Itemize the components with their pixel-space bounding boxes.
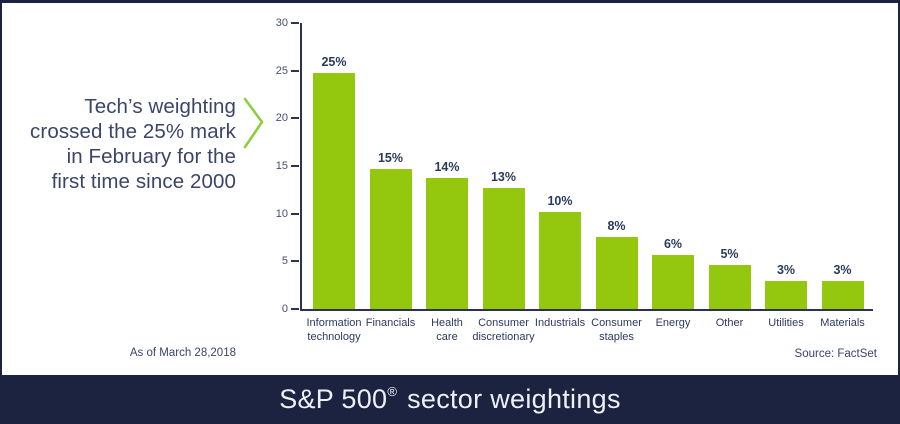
bar-value-label: 15%: [377, 151, 404, 165]
bar: [313, 73, 355, 309]
source-note: Source: FactSet: [794, 348, 877, 360]
bars-group: 25% Information technology 15% Financials 14%…: [306, 55, 865, 343]
chart-title-pre: S&P 500: [279, 384, 388, 414]
annotation-callout: Tech’s weighting crossed the 25% mark in F…: [24, 94, 236, 194]
bar-value-label: 3%: [776, 263, 796, 277]
annotation-line: in February for the: [66, 145, 236, 168]
bar-category-label: Other: [715, 317, 744, 329]
bar: [482, 188, 525, 309]
bar-chart: 25% Information technology 15% Financials 14%…: [300, 23, 873, 343]
y-axis-tick-label: 20: [275, 112, 288, 125]
y-axis-tick-mark: [291, 69, 299, 72]
bar: [765, 281, 807, 309]
bar-category-label: Industrials: [534, 317, 586, 329]
bar-column: 8% Consumer staples: [591, 219, 642, 343]
bar-column: 10% Industrials: [535, 194, 585, 329]
bar: [595, 237, 638, 309]
bar-column: 5% Other: [708, 247, 751, 329]
bar-category-label: Materials: [820, 317, 865, 329]
bar-value-label: 8%: [607, 219, 626, 233]
bar-value-label: 3%: [833, 263, 852, 277]
bar-column: 13% Consumer discretionary: [472, 170, 534, 343]
y-axis-tick-mark: [291, 22, 299, 24]
bar-value-label: 14%: [434, 160, 460, 174]
y-axis-tick-label: 25: [275, 64, 288, 77]
y-axis-tick-label: 15: [275, 160, 288, 172]
annotation-line: Tech’s weighting: [84, 95, 236, 118]
bar-value-label: 5%: [720, 247, 739, 261]
registered-mark: ®: [387, 384, 398, 399]
y-axis-tick-mark: [291, 165, 299, 167]
annotation-line: crossed the 25% mark: [30, 120, 236, 143]
y-axis-tick: 25: [0, 65, 299, 77]
y-axis-tick-mark: [291, 117, 299, 120]
bar-value-label: 6%: [663, 237, 683, 251]
bar-column: 25% Information technology: [306, 55, 361, 343]
annotation-line: first time since 2000: [51, 170, 236, 193]
bar-column: 15% Financials: [366, 151, 416, 329]
bar-column: 3% Materials: [820, 263, 865, 329]
bar: [821, 281, 864, 309]
bar-column: 3% Utilities: [765, 263, 807, 329]
bar-category-label: Health care: [431, 317, 463, 343]
bar-value-label: 10%: [547, 194, 573, 208]
bar: [539, 212, 581, 309]
bar-category-label: Energy: [655, 317, 691, 329]
y-axis-tick-mark: [291, 260, 299, 263]
as-of-date: As of March 28,2018: [129, 347, 236, 359]
bar-value-label: 13%: [490, 170, 517, 184]
y-axis-tick-label: 0: [281, 303, 288, 315]
y-axis-tick-mark: [291, 212, 299, 215]
chart-title: S&P 500® sector weightings: [279, 384, 621, 415]
y-axis-tick-mark: [291, 308, 299, 310]
y-axis-tick: 5: [0, 255, 299, 267]
y-axis-tick-label: 30: [275, 17, 288, 29]
bar: [708, 265, 751, 309]
bar-category-label: Consumer discretionary: [472, 317, 535, 343]
bar-category-label: Utilities: [768, 317, 804, 329]
chevron-right-icon: [243, 97, 264, 149]
bar-column: 14% Health care: [426, 160, 468, 343]
bar-category-label: Information technology: [306, 317, 362, 343]
y-axis-tick: 30: [0, 17, 299, 29]
bar: [426, 178, 468, 309]
y-axis-tick-label: 5: [281, 255, 288, 268]
bar: [652, 255, 694, 309]
y-axis-tick-label: 10: [275, 207, 288, 220]
y-axis-tick: 10: [0, 208, 299, 220]
bar-category-label: Financials: [365, 317, 416, 329]
bar-column: 6% Energy: [652, 237, 694, 329]
bar: [369, 169, 412, 309]
y-axis-tick: 15: [0, 160, 299, 172]
y-axis-tick: 20: [0, 112, 299, 124]
bar-category-label: Consumer staples: [591, 317, 642, 343]
y-axis-tick: 0: [0, 303, 299, 315]
chart-title-post: sector weightings: [399, 384, 621, 414]
bar-value-label: 25%: [321, 55, 347, 69]
title-bar: S&P 500® sector weightings: [0, 375, 900, 424]
